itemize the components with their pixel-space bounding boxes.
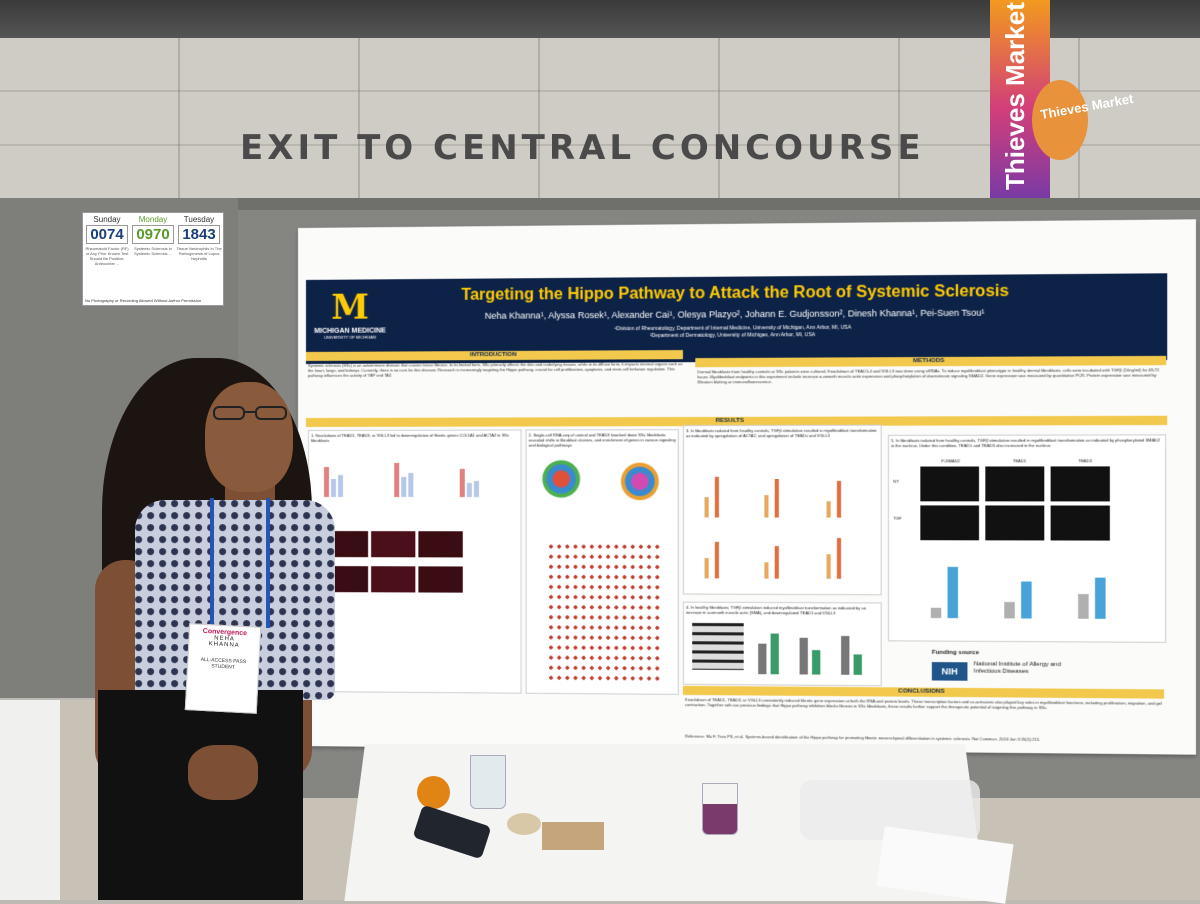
umap-plot <box>606 459 667 510</box>
umap-plot <box>537 459 598 510</box>
poster-topic: Tissue Neutrophils In The Pathogenesis o… <box>176 246 222 261</box>
figure-5-bar-charts <box>920 557 1131 619</box>
day-name: Tuesday <box>176 215 222 224</box>
day-name: Sunday <box>84 215 130 224</box>
microscopy-image <box>1051 506 1110 541</box>
poster-authors: Neha Khanna¹, Alyssa Rosek¹, Alexander C… <box>406 307 1066 321</box>
banner-circle <box>1032 80 1088 160</box>
pathway-dot-plot <box>547 542 659 684</box>
napkin <box>542 822 604 850</box>
bar <box>394 463 399 497</box>
methods-header: METHODS <box>695 356 1166 367</box>
block-m-icon: M <box>306 287 394 328</box>
juice-cup <box>702 783 738 835</box>
bar <box>401 477 406 497</box>
micro-col-label: TEAD1 <box>1013 458 1027 463</box>
microscopy-image <box>1051 466 1110 501</box>
micro-row-label: TGF <box>893 516 901 521</box>
bar <box>460 469 465 497</box>
poster-number: 0970 <box>132 225 174 244</box>
figure-4-caption: 4. In healthy fibroblasts, TGFβ stimulat… <box>686 605 879 616</box>
poster-topic: Rheumatoid Factor (RF) or Any Prior Know… <box>84 246 130 266</box>
schedule-day-monday: Monday 0970 Systemic Sclerosis in System… <box>130 215 176 256</box>
poster-topic: Systemic Sclerosis in Systemic Sclerosis… <box>130 246 176 256</box>
bar <box>408 473 413 497</box>
bar <box>474 481 479 497</box>
poster-number: 0074 <box>86 225 128 244</box>
introduction-text: Systemic sclerosis (SSc) is an autoimmun… <box>308 361 683 411</box>
person-face <box>205 382 293 492</box>
microscopy-image <box>920 466 979 501</box>
bar <box>331 479 336 497</box>
logo-line2: UNIVERSITY OF MICHIGAN <box>306 334 394 340</box>
schedule-footer: No Photography or Recording Allowed With… <box>85 298 221 303</box>
name-badge: Convergence NEHA KHANNA ALL-ACCESS PASS … <box>185 623 261 714</box>
glasses-icon <box>212 405 288 421</box>
figure-5-panel: 5. In fibroblasts isolated from healthy … <box>888 434 1166 643</box>
small-bowl <box>507 813 541 835</box>
figure-2-panel: 2. Single-cell RNA-seq of control and TE… <box>526 429 679 695</box>
figure-3-bar-charts <box>694 456 870 579</box>
orange <box>417 776 450 809</box>
methods-text: Dermal fibroblasts from healthy controls… <box>697 367 1166 418</box>
banner-text: Thieves Market <box>1000 2 1031 190</box>
bar <box>324 467 329 497</box>
lanyard <box>210 498 270 628</box>
bar <box>338 475 343 497</box>
micro-col-label: P-SMAD2 <box>941 458 960 463</box>
conclusions-text: Knockdown of TEAD1, TEAD3, or VGLL3 cons… <box>685 697 1162 736</box>
exit-sign: EXIT TO CENTRAL CONCOURSE <box>240 128 925 168</box>
figure-4-panel: 4. In healthy fibroblasts, TGFβ stimulat… <box>683 602 882 687</box>
immunofluorescence-image <box>418 531 462 557</box>
immunofluorescence-image <box>418 566 462 592</box>
funding-label: Funding source <box>932 650 979 656</box>
figure-2-caption: 2. Single-cell RNA-seq of control and TE… <box>529 432 676 447</box>
figure-1-bar-charts <box>319 457 510 497</box>
research-poster: M MICHIGAN MEDICINE UNIVERSITY OF MICHIG… <box>298 219 1196 754</box>
figure-5-caption: 5. In fibroblasts isolated from healthy … <box>891 437 1163 448</box>
micro-row-label: NT <box>893 479 899 484</box>
microscopy-image <box>920 505 979 540</box>
immunofluorescence-image <box>371 566 415 592</box>
figure-1-caption: 1. Knockdown of TEAD1, TEAD3, or VGLL3 l… <box>311 433 518 443</box>
immunofluorescence-image <box>371 531 415 557</box>
water-cup <box>470 755 506 809</box>
figure-3-panel: 3. In fibroblasts isolated from healthy … <box>683 425 882 596</box>
person-hands <box>188 745 258 800</box>
western-blot <box>692 623 744 670</box>
nih-logo: NIH <box>932 662 968 681</box>
figure-3-caption: 3. In fibroblasts isolated from healthy … <box>686 428 879 439</box>
microscopy-image <box>985 505 1044 540</box>
schedule-day-sunday: Sunday 0074 Rheumatoid Factor (RF) or An… <box>84 215 130 266</box>
introduction-header: INTRODUCTION <box>306 350 683 361</box>
bar <box>467 483 472 497</box>
poster-title: Targeting the Hippo Pathway to Attack th… <box>406 282 1066 305</box>
day-name: Monday <box>130 215 176 224</box>
figure-4-bar-charts <box>752 623 874 675</box>
poster-number: 1843 <box>178 225 220 244</box>
poster-schedule-sign: Sunday 0074 Rheumatoid Factor (RF) or An… <box>82 212 224 306</box>
nih-institute: National Institute of Allergy and Infect… <box>974 661 1069 676</box>
schedule-day-tuesday: Tuesday 1843 Tissue Neutrophils In The P… <box>176 215 222 261</box>
micro-col-label: TEAD3 <box>1078 458 1092 463</box>
microscopy-image <box>985 466 1044 501</box>
figure-1-panel: 1. Knockdown of TEAD1, TEAD3, or VGLL3 l… <box>308 430 522 694</box>
side-table <box>0 700 60 900</box>
